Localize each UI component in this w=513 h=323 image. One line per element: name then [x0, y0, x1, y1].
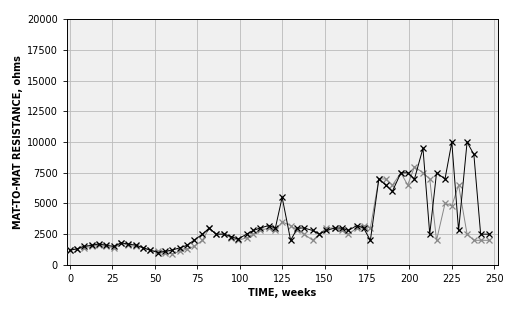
- ECR-C: [177, 249, 184, 253]
- Line: MC-C: MC-C: [67, 139, 492, 255]
- ECR-C: [471, 238, 477, 242]
- MC-C: [427, 232, 433, 236]
- ECR-C: [67, 248, 73, 252]
- ECR-C: [162, 251, 168, 255]
- ECR-C: [411, 165, 418, 169]
- ECR-C: [433, 238, 440, 242]
- MC-C: [486, 232, 492, 236]
- MC-C: [169, 248, 175, 252]
- ECR-C: [169, 252, 175, 256]
- MC-C: [449, 140, 455, 144]
- X-axis label: TIME, weeks: TIME, weeks: [248, 288, 317, 298]
- Y-axis label: MAT-TO-MAT RESISTANCE, ohms: MAT-TO-MAT RESISTANCE, ohms: [13, 55, 23, 229]
- MC-C: [354, 224, 360, 227]
- MC-C: [155, 251, 162, 255]
- MC-C: [471, 152, 477, 156]
- ECR-C: [486, 238, 492, 242]
- MC-C: [67, 248, 73, 252]
- MC-C: [383, 183, 389, 187]
- ECR-C: [383, 177, 389, 181]
- ECR-C: [354, 226, 360, 230]
- MC-C: [177, 246, 184, 250]
- Line: ECR-C: ECR-C: [67, 164, 492, 256]
